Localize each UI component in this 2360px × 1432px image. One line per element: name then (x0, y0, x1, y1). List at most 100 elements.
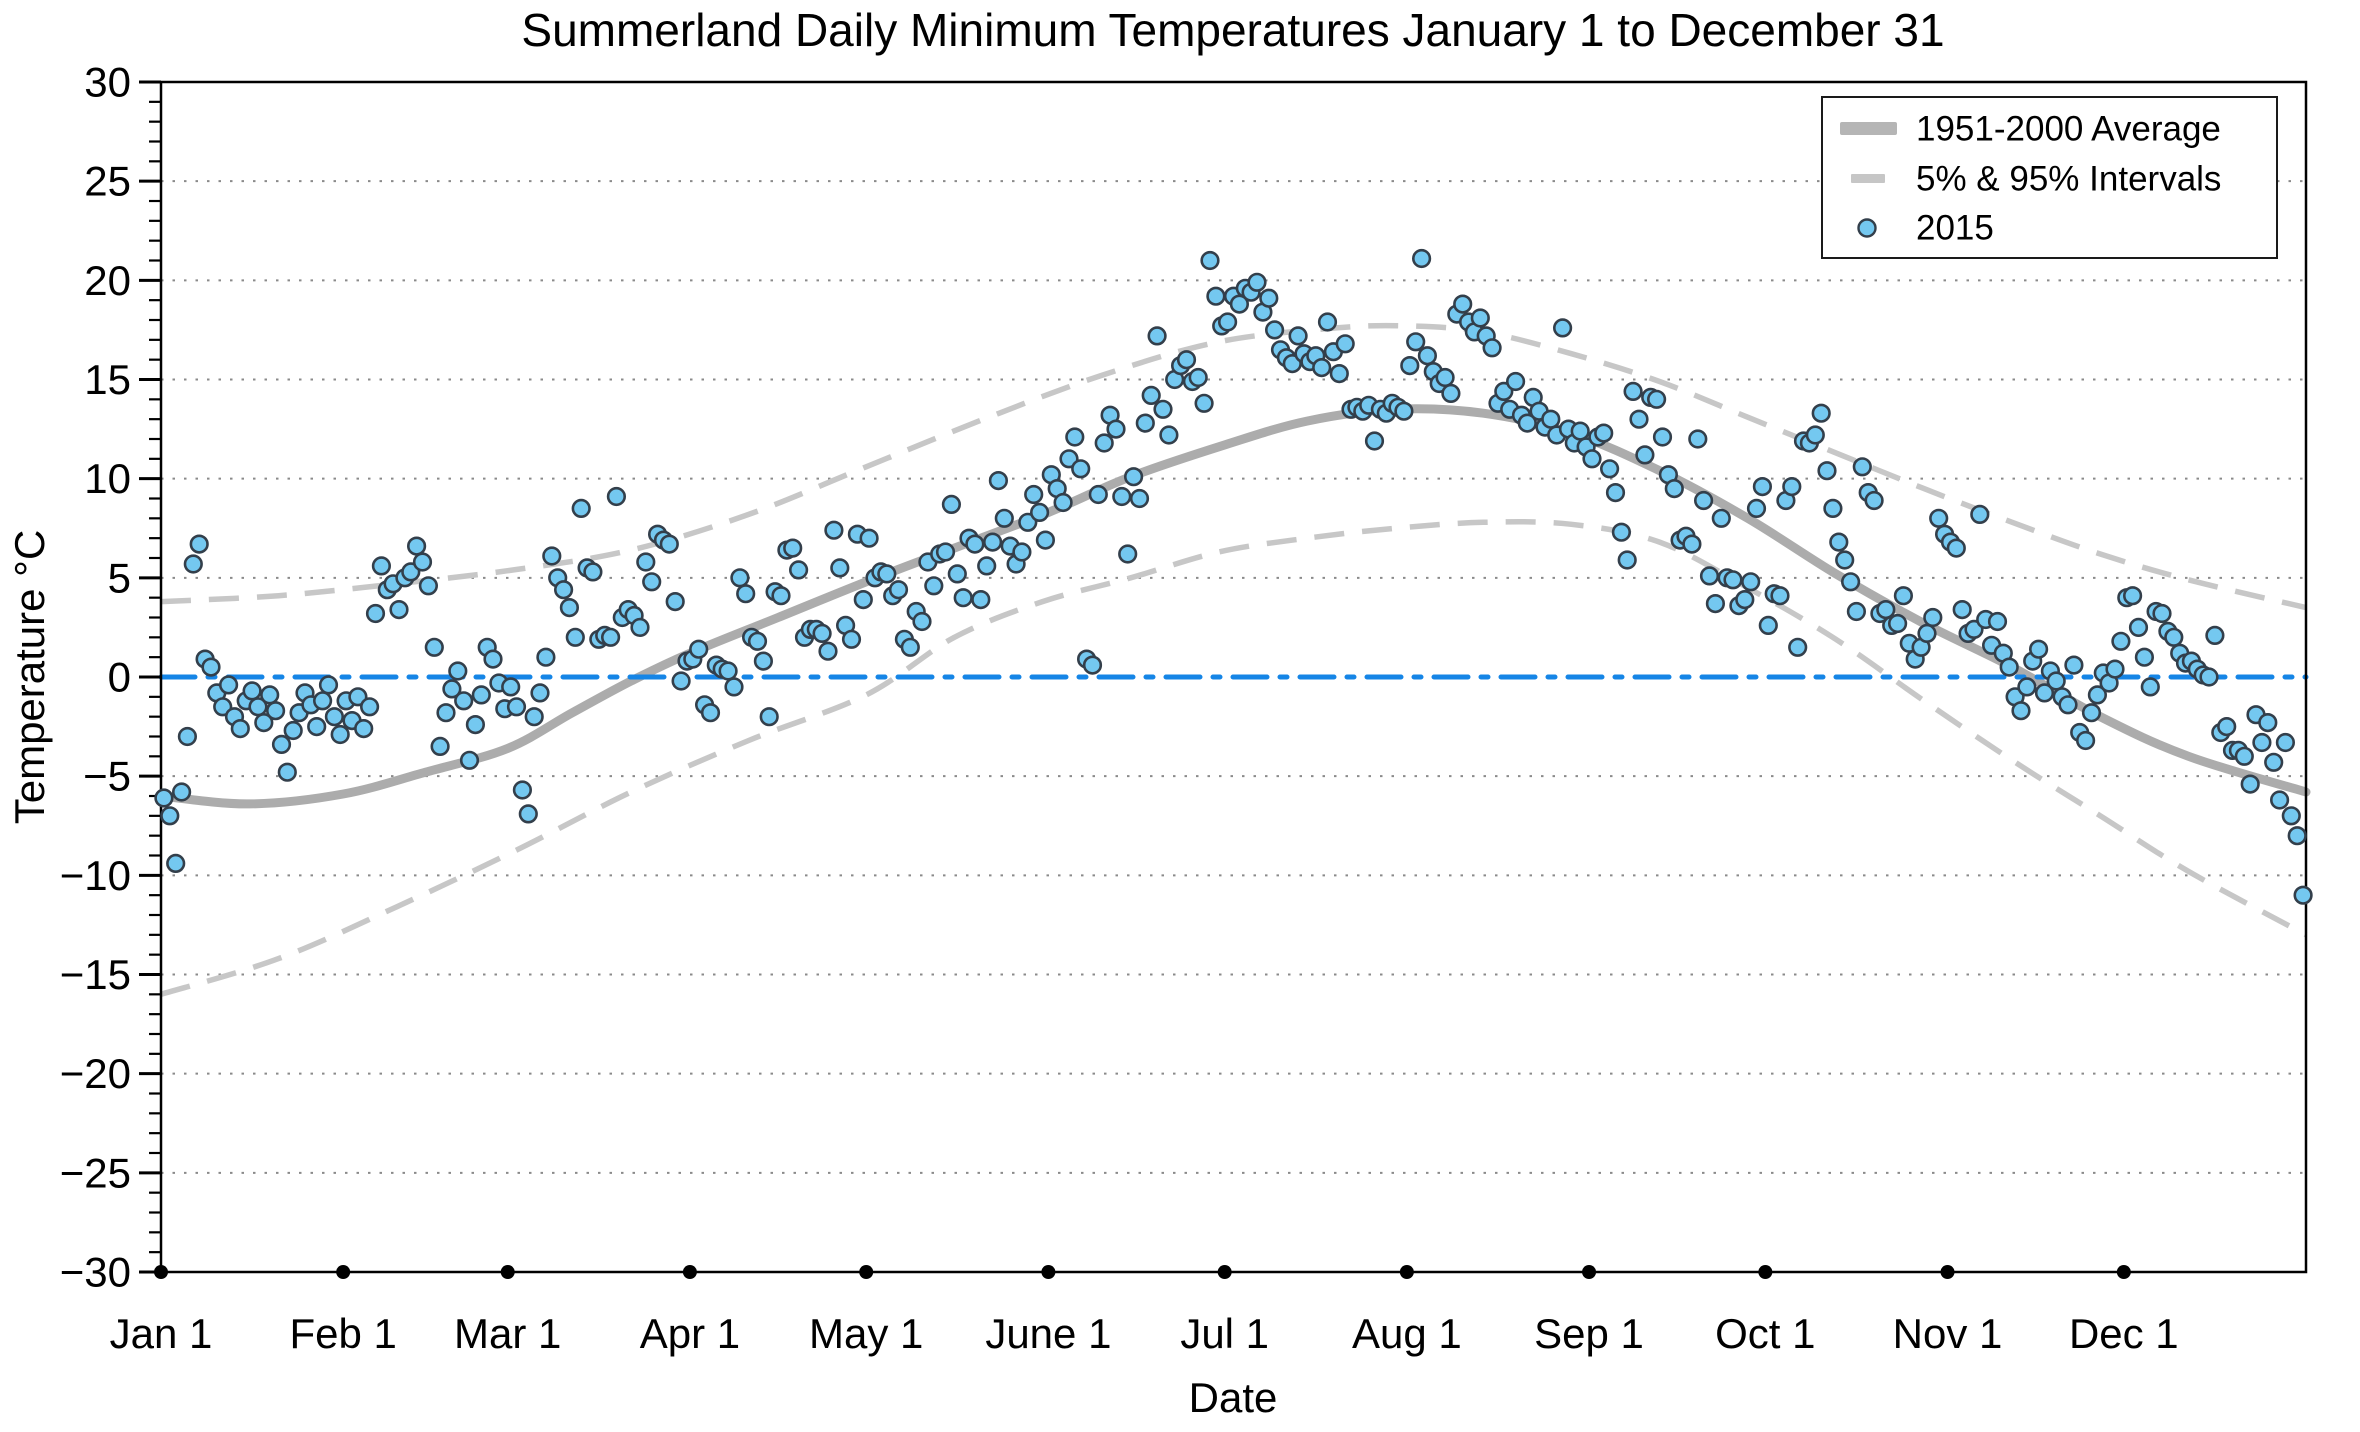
data-point-2015 (1893, 586, 1913, 606)
data-point-2015 (1617, 550, 1637, 570)
data-point-2015 (1194, 393, 1214, 413)
data-point-2015 (1505, 371, 1526, 392)
month-start-dot (154, 1265, 168, 1279)
data-point-2015 (1147, 326, 1167, 346)
data-point-2015 (1611, 522, 1631, 542)
data-point-2015 (389, 599, 409, 620)
data-point-2015 (2046, 671, 2066, 691)
data-point-2015 (407, 536, 427, 556)
data-point-2015 (859, 528, 879, 548)
y-tick-label: 20 (84, 257, 131, 304)
y-tick-label: 10 (84, 455, 131, 502)
data-point-2015 (418, 576, 439, 596)
data-point-2015 (1411, 248, 1432, 269)
data-point-2015 (1247, 272, 1267, 292)
data-point-2015 (1664, 479, 1684, 499)
data-point-2015 (1646, 389, 1667, 409)
y-tick-label: 0 (108, 654, 131, 701)
data-point-2015 (471, 685, 491, 705)
data-point-2015 (718, 661, 738, 681)
data-point-2015 (1071, 459, 1091, 479)
data-point-2015 (230, 718, 250, 739)
data-point-2015 (1029, 502, 1050, 523)
data-point-2015 (1482, 338, 1502, 358)
data-point-2015 (877, 564, 897, 584)
data-point-2015 (1746, 498, 1767, 519)
data-point-2015 (1024, 484, 1044, 505)
data-point-2015 (818, 641, 838, 661)
data-point-2015 (1118, 544, 1138, 564)
data-point-2015 (1176, 350, 1197, 370)
data-point-2015 (2275, 732, 2295, 753)
data-point-2015 (189, 534, 209, 554)
data-point-2015 (1400, 356, 1420, 376)
data-point-2015 (1999, 657, 2019, 677)
data-point-2015 (501, 677, 521, 697)
lower-interval-curve (160, 519, 2308, 997)
average-line-swatch (1840, 122, 1897, 135)
interval-curves (160, 322, 2308, 997)
y-tick-labels: 30 25 20 15 10 5 0 −5 −10 −15 −20 −25 −30 (60, 59, 131, 1296)
y-tick-label: −20 (60, 1050, 131, 1097)
data-point-2015 (982, 532, 1003, 552)
x-tick-label: Sep 1 (1534, 1310, 1644, 1357)
interval-dash-swatch (1851, 174, 1885, 183)
data-point-2015 (2270, 790, 2290, 810)
x-tick-label: Mar 1 (454, 1310, 561, 1357)
x-tick-label: Oct 1 (1715, 1310, 1815, 1357)
data-point-2015 (266, 701, 286, 721)
data-point-2015 (2281, 806, 2301, 826)
data-point-2015 (2293, 885, 2313, 905)
data-point-2015 (953, 588, 973, 608)
data-point-2015 (424, 637, 444, 657)
data-point-2015 (2111, 631, 2131, 651)
data-point-2015 (1758, 615, 1778, 636)
data-point-2015 (912, 611, 932, 632)
data-point-2015 (166, 853, 186, 874)
data-point-2015 (2105, 659, 2125, 679)
data-point-2015 (2011, 701, 2031, 721)
month-start-dot (682, 1265, 697, 1279)
average-curve-path (156, 404, 2311, 809)
x-tick-label: Jan 1 (110, 1310, 213, 1357)
data-point-2015 (2234, 746, 2254, 766)
data-point-2015 (201, 657, 221, 677)
data-point-2015 (636, 552, 656, 572)
month-start-dot (1758, 1265, 1773, 1279)
data-point-2015 (1088, 484, 1108, 505)
scatter-marker-swatch (1857, 218, 1877, 238)
month-start-dot (1041, 1265, 1056, 1279)
data-point-2015 (1835, 550, 1855, 570)
data-point-2015 (965, 534, 985, 554)
data-point-2015 (1065, 427, 1085, 447)
data-point-2015 (665, 591, 685, 612)
data-point-2015 (1435, 367, 1455, 388)
data-point-2015 (1441, 383, 1461, 404)
data-point-2015 (1035, 530, 1055, 550)
data-point-2015 (430, 736, 450, 757)
data-point-2015 (172, 782, 192, 802)
month-start-dot (2116, 1265, 2131, 1279)
data-point-2015 (160, 806, 180, 826)
data-point-2015 (1453, 294, 1473, 314)
data-point-2015 (1153, 399, 1173, 419)
data-point-2015 (1782, 477, 1802, 497)
data-point-2015 (465, 714, 486, 735)
data-point-2015 (1923, 607, 1943, 628)
data-point-2015 (277, 762, 297, 782)
data-point-2015 (254, 712, 274, 733)
data-point-2015 (2264, 752, 2284, 772)
data-point-2015 (1312, 358, 1332, 378)
month-start-dot (1217, 1265, 1232, 1279)
legend-item-2015: 2015 (1857, 209, 1994, 248)
data-point-2015 (536, 647, 556, 667)
legend-label-2015: 2015 (1916, 209, 1994, 248)
data-point-2015 (1317, 312, 1338, 332)
data-point-2015 (1952, 599, 1972, 620)
data-point-2015 (1394, 401, 1414, 421)
data-point-2015 (177, 726, 197, 747)
month-start-dot (1940, 1265, 1955, 1279)
data-point-2015 (1929, 508, 1949, 528)
data-point-2015 (1012, 542, 1032, 562)
